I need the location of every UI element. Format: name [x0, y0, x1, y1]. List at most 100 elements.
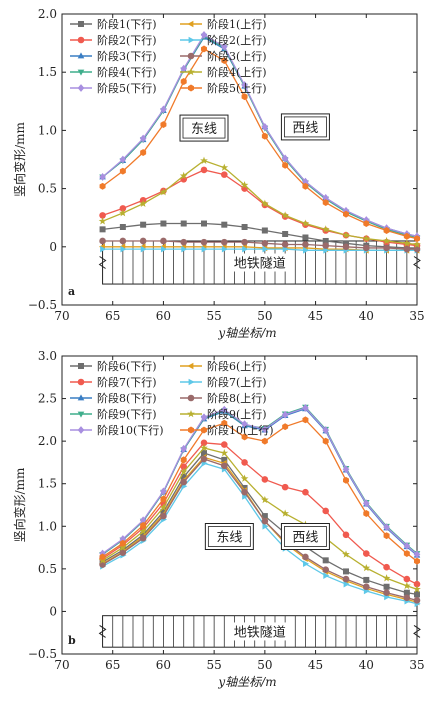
series-2 — [99, 166, 421, 249]
legend-entry: 阶段1(下行) — [70, 17, 157, 31]
y-tick-label: 3.0 — [38, 349, 57, 363]
x-tick-label: 45 — [308, 658, 323, 672]
y-axis-title: 竖向变形/mm — [12, 121, 27, 196]
data-point — [342, 465, 350, 474]
data-point — [322, 437, 329, 445]
data-point — [322, 194, 330, 202]
data-point — [179, 171, 188, 180]
panel-tag: b — [68, 634, 76, 647]
data-point — [160, 487, 167, 496]
data-point — [362, 583, 370, 591]
data-point — [343, 476, 349, 484]
series-5 — [99, 404, 421, 559]
legend-marker — [187, 409, 195, 418]
data-point — [180, 478, 188, 486]
data-point — [342, 243, 350, 251]
data-point — [140, 521, 147, 529]
data-point — [160, 220, 167, 227]
legend-label: 阶段2(下行) — [97, 33, 157, 47]
data-point — [241, 81, 248, 89]
data-point — [403, 232, 410, 240]
legend-label: 阶段10(下行) — [97, 423, 164, 437]
data-point — [220, 462, 228, 470]
data-point — [99, 553, 106, 561]
east-line-label: 东线 — [191, 122, 217, 137]
legend-marker — [77, 394, 85, 401]
data-point — [160, 105, 167, 114]
data-point — [180, 78, 187, 85]
data-point — [180, 220, 187, 227]
data-point — [362, 234, 371, 242]
legend-marker — [77, 69, 85, 76]
data-point — [139, 237, 147, 245]
data-point — [414, 591, 420, 598]
data-point — [363, 576, 370, 583]
data-point — [220, 441, 228, 448]
y-tick-label: 0 — [49, 240, 57, 254]
panel-tag: a — [68, 285, 75, 298]
y-tick-label: 1.0 — [38, 123, 57, 137]
data-point — [383, 563, 390, 571]
data-point — [119, 237, 127, 245]
data-point — [200, 439, 208, 447]
x-tick-label: 35 — [409, 658, 424, 672]
data-point — [363, 220, 370, 227]
legend-label: 阶段8(下行) — [97, 391, 157, 405]
data-point — [343, 210, 349, 218]
data-point — [302, 241, 309, 248]
legend-entry: 阶段6(上行) — [180, 359, 267, 373]
legend-entry: 阶段3(下行) — [70, 49, 157, 63]
east-line-label: 东线 — [216, 531, 242, 546]
legend-entry: 阶段8(下行) — [70, 391, 157, 405]
data-point — [342, 531, 350, 539]
x-tick-label: 70 — [54, 658, 69, 672]
y-tick-label: −0.5 — [28, 298, 57, 312]
legend-label: 阶段6(下行) — [97, 359, 157, 373]
data-point — [241, 93, 248, 101]
series-line — [102, 462, 418, 605]
legend-label: 阶段9(下行) — [97, 407, 157, 421]
legend-marker — [77, 426, 85, 434]
data-point — [200, 238, 208, 246]
data-point — [261, 476, 269, 483]
data-point — [403, 245, 411, 253]
series-line — [102, 169, 418, 247]
data-point — [282, 423, 289, 431]
data-point — [362, 550, 370, 557]
data-point — [413, 240, 421, 248]
data-point — [301, 219, 310, 227]
data-point — [403, 581, 411, 590]
legend-label: 阶段4(下行) — [97, 65, 157, 79]
data-point — [241, 433, 248, 441]
legend-marker — [188, 36, 195, 44]
legend-entry: 阶段1(上行) — [180, 17, 267, 31]
data-point — [382, 574, 391, 582]
data-point — [181, 245, 188, 253]
y-tick-label: 1.5 — [38, 477, 57, 491]
y-tick-label: 0.5 — [38, 562, 57, 576]
series-10 — [99, 416, 420, 565]
data-point — [413, 550, 421, 559]
legend-label: 阶段3(上行) — [207, 49, 267, 63]
data-point — [99, 173, 106, 181]
data-point — [342, 550, 350, 558]
data-point — [281, 509, 289, 517]
series-1 — [99, 450, 420, 598]
plot-frame — [61, 355, 418, 655]
series-9 — [98, 156, 421, 248]
data-point — [139, 527, 147, 535]
data-point — [282, 161, 289, 169]
data-point — [241, 238, 248, 246]
data-point — [200, 31, 208, 39]
legend-entry: 阶段10(上行) — [180, 423, 274, 437]
data-point — [201, 45, 207, 53]
data-point — [322, 237, 329, 244]
legend-entry: 阶段7(下行) — [70, 375, 157, 389]
data-point — [119, 167, 126, 175]
line-box-inner — [284, 116, 327, 138]
data-point — [261, 132, 268, 140]
data-point — [240, 474, 249, 482]
data-point — [282, 231, 289, 237]
data-point — [99, 212, 106, 219]
